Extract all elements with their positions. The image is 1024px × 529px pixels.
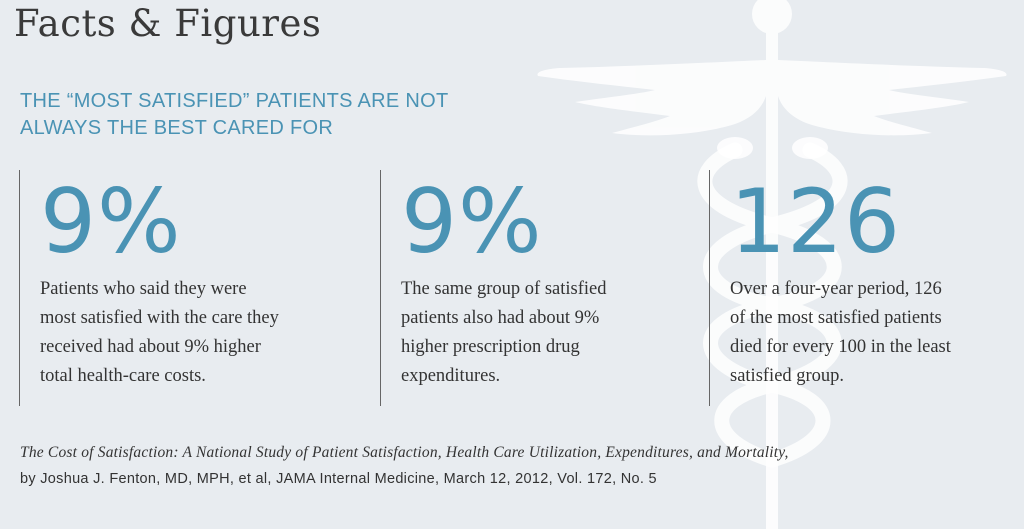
- stat-value: 126: [730, 170, 901, 273]
- stat-value: 9%: [401, 170, 543, 273]
- stat-description: Over a four-year period, 126 of the most…: [730, 275, 951, 391]
- stat-line: The same group of satisfied: [401, 279, 607, 299]
- page-subtitle: THE “MOST SATISFIED” PATIENTS ARE NOT AL…: [20, 88, 520, 142]
- stat-block-mortality: 126 Over a four-year period, 126 of the …: [709, 170, 1020, 406]
- stat-description: The same group of satisfied patients als…: [401, 275, 607, 391]
- stat-line: most satisfied with the care they: [40, 308, 279, 328]
- stat-block-costs: 9% Patients who said they were most sati…: [19, 170, 360, 406]
- stat-line: received had about 9% higher: [40, 337, 261, 357]
- stat-line: expenditures.: [401, 366, 501, 386]
- subtitle-line-1: THE “MOST SATISFIED” PATIENTS ARE NOT: [20, 90, 449, 112]
- stat-line: of the most satisfied patients: [730, 308, 942, 328]
- stat-line: higher prescription drug: [401, 337, 580, 357]
- stat-block-prescriptions: 9% The same group of satisfied patients …: [380, 170, 691, 406]
- stat-description: Patients who said they were most satisfi…: [40, 275, 279, 391]
- stat-line: satisfied group.: [730, 366, 845, 386]
- stat-line: total health-care costs.: [40, 366, 206, 386]
- source-byline: by Joshua J. Fenton, MD, MPH, et al, JAM…: [20, 471, 657, 487]
- source-citation: The Cost of Satisfaction: A National Stu…: [20, 444, 789, 461]
- stat-line: died for every 100 in the least: [730, 337, 951, 357]
- stat-line: Patients who said they were: [40, 279, 247, 299]
- stat-line: patients also had about 9%: [401, 308, 600, 328]
- stat-value: 9%: [40, 170, 182, 273]
- subtitle-line-2: ALWAYS THE BEST CARED FOR: [20, 117, 334, 139]
- page-title: Facts & Figures: [14, 2, 322, 45]
- stat-line: Over a four-year period, 126: [730, 279, 942, 299]
